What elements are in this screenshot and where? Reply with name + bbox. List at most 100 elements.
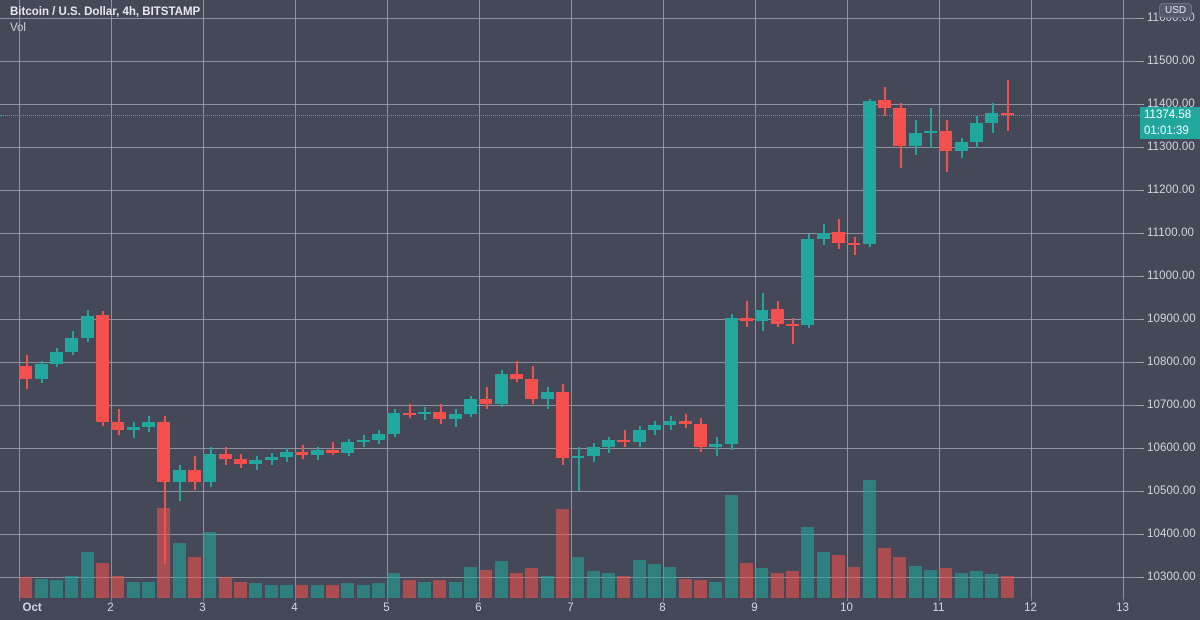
time-tick-label: 8 xyxy=(659,602,666,614)
candle-body xyxy=(832,232,845,244)
price-tick-label: 10600.00 xyxy=(1147,441,1196,454)
currency-badge[interactable]: USD xyxy=(1159,3,1193,18)
candle-body xyxy=(755,309,768,321)
chart-plot-area[interactable] xyxy=(0,0,1138,598)
volume-bar xyxy=(265,585,278,598)
time-tick xyxy=(938,598,940,601)
candle-body xyxy=(985,112,998,123)
last-price-badge[interactable]: 11374.58 xyxy=(1140,106,1200,123)
candle-body xyxy=(939,131,952,151)
volume-bar xyxy=(893,557,906,598)
price-tick xyxy=(1138,275,1144,277)
volume-bar xyxy=(479,570,492,598)
volume-bar xyxy=(694,580,707,598)
candle-body xyxy=(311,449,324,456)
time-tick-label: 6 xyxy=(475,602,482,614)
price-gridline xyxy=(0,576,1138,578)
candle-wick xyxy=(164,416,166,564)
time-tick xyxy=(570,598,572,601)
volume-bar xyxy=(157,508,170,598)
time-tick-label: 4 xyxy=(291,602,298,614)
volume-bar xyxy=(817,552,830,598)
price-tick xyxy=(1138,103,1144,105)
volume-bar xyxy=(249,583,262,598)
time-tick xyxy=(662,598,664,601)
candle-body xyxy=(602,439,615,448)
candle-body xyxy=(433,412,446,420)
time-tick xyxy=(18,598,20,601)
volume-bar xyxy=(939,568,952,598)
volume-bar xyxy=(970,571,983,598)
volume-bar xyxy=(679,579,692,598)
candle-wick xyxy=(854,236,856,255)
price-tick xyxy=(1138,189,1144,191)
time-tick-label: 9 xyxy=(751,602,758,614)
candle-body xyxy=(617,439,630,443)
candle-body xyxy=(648,425,661,431)
volume-bar xyxy=(1001,576,1014,598)
volume-bar xyxy=(878,548,891,598)
time-gridline xyxy=(1030,0,1032,598)
candle-body xyxy=(709,443,722,448)
candle-body xyxy=(65,337,78,352)
candle-body xyxy=(571,456,584,459)
candle-body xyxy=(786,323,799,326)
volume-bar xyxy=(602,573,615,598)
time-tick-label: 5 xyxy=(383,602,390,614)
candle-body xyxy=(403,413,416,415)
volume-bar xyxy=(219,577,232,598)
candle-body xyxy=(127,426,140,431)
price-gridline xyxy=(0,232,1138,234)
volume-bar xyxy=(663,567,676,598)
time-tick xyxy=(846,598,848,601)
candle-body xyxy=(464,399,477,414)
volume-bar xyxy=(725,495,738,598)
candle-wick xyxy=(332,442,334,456)
volume-bar xyxy=(65,576,78,598)
time-gridline xyxy=(18,0,20,598)
time-gridline xyxy=(938,0,940,598)
volume-bar xyxy=(295,585,308,598)
price-gridline xyxy=(0,490,1138,492)
candle-body xyxy=(341,442,354,453)
time-gridline xyxy=(202,0,204,598)
volume-bar xyxy=(525,568,538,598)
candle-body xyxy=(96,314,109,422)
chart-legend-title[interactable]: Bitcoin / U.S. Dollar, 4h, BITSTAMP xyxy=(10,6,201,18)
time-axis[interactable]: Oct 2 3 4 5 6 7 8 9 10 11 12 13 xyxy=(0,598,1200,620)
time-tick-label: Oct xyxy=(22,602,42,614)
volume-bar xyxy=(280,585,293,598)
price-tick xyxy=(1138,490,1144,492)
candle-body xyxy=(326,449,339,453)
volume-bar xyxy=(81,552,94,598)
candle-body xyxy=(847,243,860,246)
price-axis[interactable]: 11600.0011500.0011400.0011300.0011200.00… xyxy=(1138,0,1200,598)
candle-body xyxy=(525,378,538,400)
price-tick xyxy=(1138,361,1144,363)
volume-bar xyxy=(387,573,400,598)
volume-bar xyxy=(418,582,431,598)
price-gridline xyxy=(0,447,1138,449)
candle-body xyxy=(142,421,155,427)
volume-bar xyxy=(111,576,124,598)
candle-body xyxy=(157,421,170,482)
time-gridline xyxy=(570,0,572,598)
candle-body xyxy=(955,141,968,151)
volume-bar xyxy=(449,582,462,598)
candle-wick xyxy=(409,404,411,419)
volume-bar xyxy=(188,557,201,598)
volume-bar xyxy=(495,561,508,598)
time-tick-label: 12 xyxy=(1024,602,1037,614)
candle-wick xyxy=(486,387,488,409)
candle-body xyxy=(35,363,48,379)
candle-body xyxy=(725,318,738,444)
price-tick-label: 10400.00 xyxy=(1147,527,1196,540)
price-tick xyxy=(1138,232,1144,234)
volume-indicator-legend[interactable]: Vol xyxy=(10,22,26,34)
volume-bar xyxy=(403,580,416,598)
volume-bar xyxy=(740,563,753,598)
time-tick-label: 7 xyxy=(567,602,574,614)
bar-countdown-badge[interactable]: 01:01:39 xyxy=(1140,122,1200,139)
volume-bar xyxy=(50,580,63,598)
candle-body xyxy=(893,108,906,147)
